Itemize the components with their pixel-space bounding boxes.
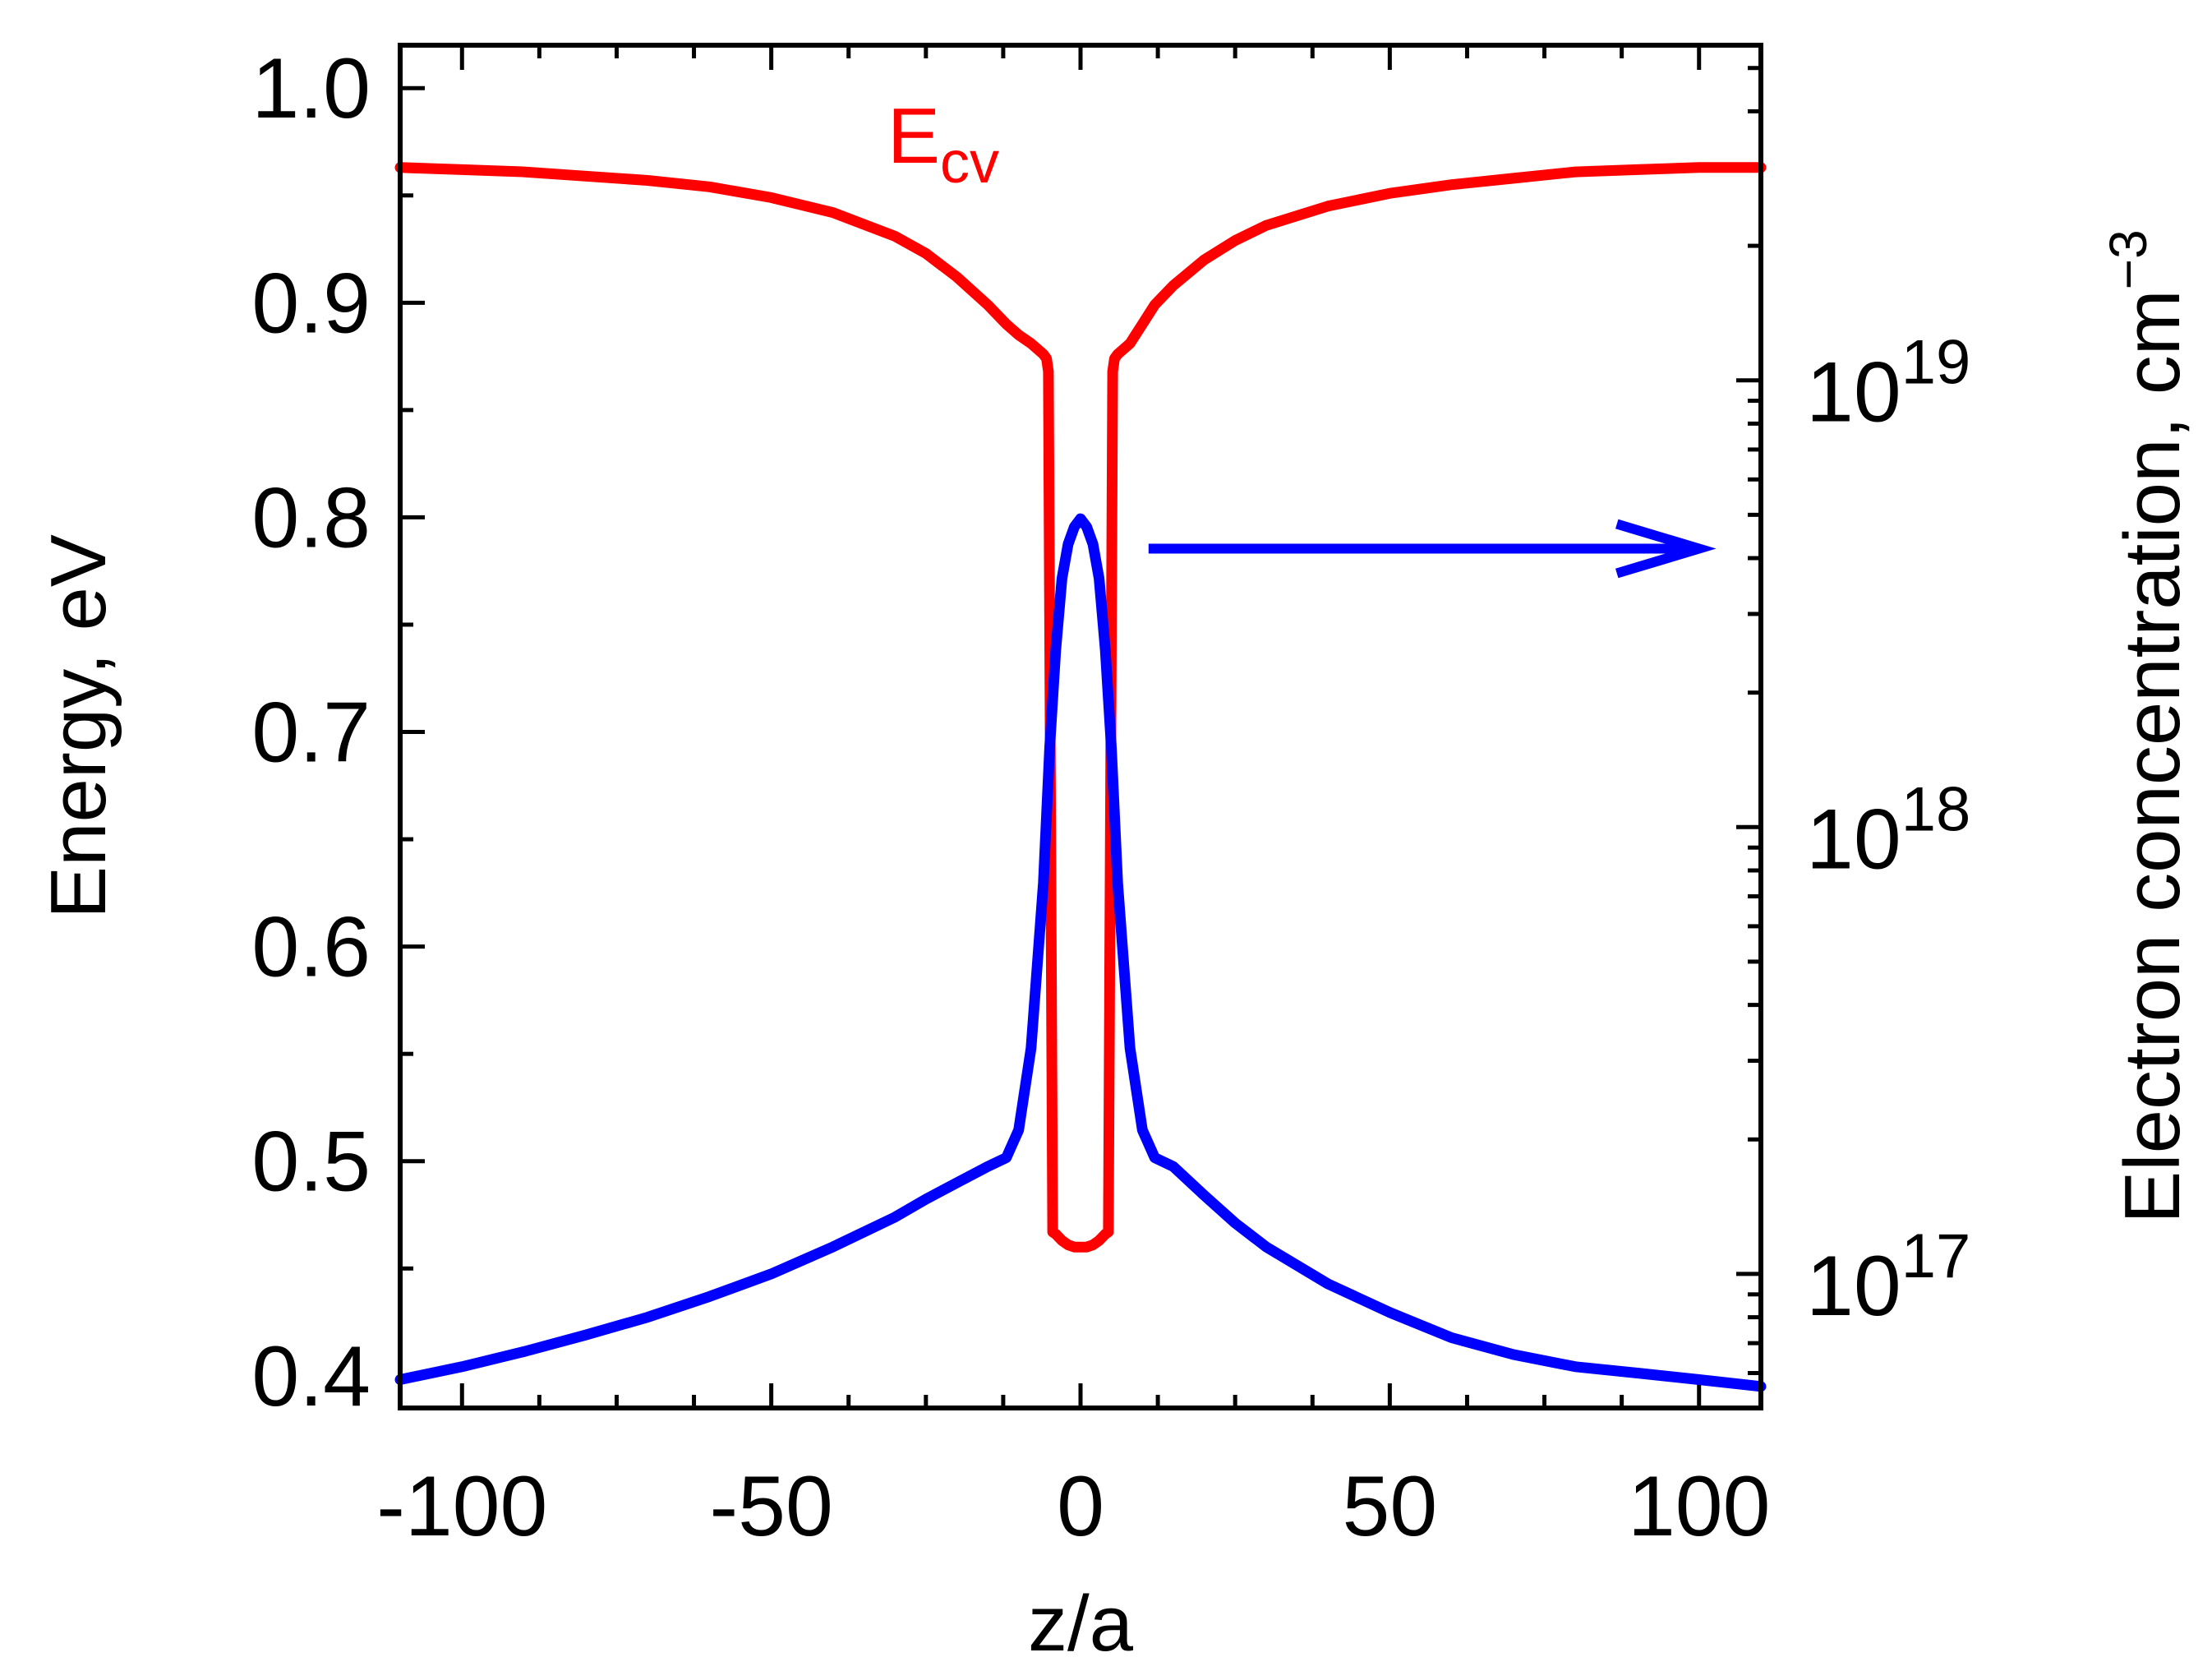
ecv-annotation-main: E [887, 92, 940, 180]
x-tick-label: 100 [1628, 1459, 1771, 1554]
y-tick-label: 0.7 [251, 685, 371, 781]
tick-labels: -100 -50 0 50 1000.40.50.60.70.80.91.0101710… [251, 41, 1970, 1554]
electron-concentration-line [394, 513, 1767, 1392]
ecv-annotation: Ecv [887, 92, 999, 196]
y2-axis-label-text: Electron concentration, cm [2108, 289, 2196, 1224]
y2-tick-exponent: 19 [1901, 328, 1971, 398]
x-tick-label: -50 [709, 1459, 832, 1554]
y2-tick-base: 10 [1806, 345, 1901, 441]
y2-tick-label: 1019 [1806, 328, 1970, 441]
y-tick-label: 0.4 [251, 1329, 371, 1424]
x-tick-label: 50 [1343, 1459, 1438, 1554]
axis-arrow [1148, 519, 1717, 579]
y2-tick-base: 10 [1806, 1239, 1901, 1334]
y2-tick-label: 1018 [1806, 774, 1970, 887]
y2-tick-label: 1017 [1806, 1221, 1970, 1334]
y-tick-label: 0.6 [251, 900, 371, 995]
y-tick-label: 1.0 [251, 41, 371, 136]
plot-frame [398, 43, 1763, 1410]
y-tick-label: 0.8 [251, 470, 371, 565]
ecv-annotation-subscript: cv [940, 130, 999, 196]
y-tick-label: 0.5 [251, 1115, 371, 1210]
x-tick-label: -100 [376, 1459, 547, 1554]
y-axis-label: Energy, eV [35, 534, 122, 919]
ecv-line [394, 162, 1767, 1253]
series-layer [394, 162, 1767, 1392]
y2-tick-exponent: 17 [1901, 1221, 1971, 1291]
y2-tick-exponent: 18 [1901, 774, 1971, 844]
x-axis-label: z/a [1028, 1580, 1134, 1668]
y2-axis-label: Electron concentration, cm−3 [2099, 229, 2196, 1224]
y2-tick-base: 10 [1806, 792, 1901, 887]
x-tick-label: 0 [1057, 1459, 1104, 1554]
y-tick-label: 0.9 [251, 256, 371, 351]
arrow-head [1615, 519, 1717, 579]
y2-axis-label-exponent: −3 [2099, 229, 2158, 289]
